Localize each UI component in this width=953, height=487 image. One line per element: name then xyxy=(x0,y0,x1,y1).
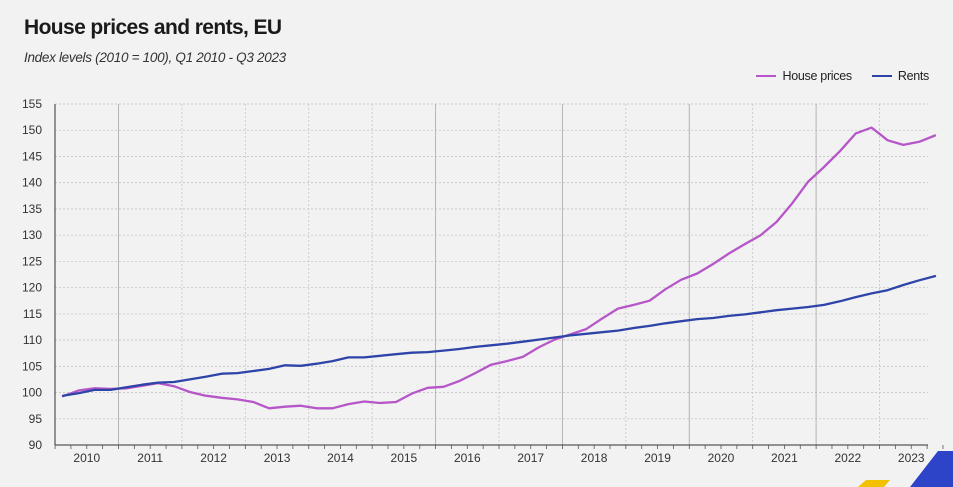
x-tick-label: 2011 xyxy=(137,451,163,465)
y-tick-label: 90 xyxy=(29,438,43,452)
y-tick-label: 120 xyxy=(22,281,42,295)
x-tick-label: 2021 xyxy=(771,451,798,465)
legend-item-rents[interactable]: Rents xyxy=(871,69,929,83)
y-tick-label: 95 xyxy=(29,412,43,426)
x-tick-label: 2014 xyxy=(327,451,354,465)
x-tick-label: 2017 xyxy=(517,451,544,465)
x-tick-label: 2018 xyxy=(581,451,608,465)
y-tick-label: 140 xyxy=(22,176,42,190)
chart-title: House prices and rents, EU xyxy=(24,16,282,39)
series-line-house-prices xyxy=(61,126,937,410)
x-tick-label: 2015 xyxy=(391,451,418,465)
y-tick-label: 130 xyxy=(22,228,42,242)
y-tick-label: 150 xyxy=(22,123,42,137)
y-tick-label: 155 xyxy=(22,97,42,111)
x-tick-label: 2020 xyxy=(708,451,735,465)
legend-item-house-prices[interactable]: House prices xyxy=(756,69,852,83)
y-tick-label: 110 xyxy=(23,333,42,347)
x-tick-label: 2023 xyxy=(898,451,925,465)
legend-swatch-rents xyxy=(871,74,892,78)
series-line-rents xyxy=(61,274,937,397)
x-tick-label: 2019 xyxy=(644,451,671,465)
chart-subtitle: Index levels (2010 = 100), Q1 2010 - Q3 … xyxy=(24,50,286,65)
y-tick-label: 100 xyxy=(22,386,42,400)
legend: House prices Rents xyxy=(736,69,929,83)
x-tick-label: 2016 xyxy=(454,451,481,465)
x-tick-label: 2010 xyxy=(73,451,100,465)
x-tick-label: 2022 xyxy=(834,451,861,465)
legend-swatch-house-prices xyxy=(756,74,777,78)
y-tick-label: 145 xyxy=(22,149,42,163)
legend-label-rents: Rents xyxy=(897,69,929,83)
y-tick-label: 115 xyxy=(23,307,42,321)
y-tick-label: 135 xyxy=(22,202,42,216)
x-tick-label: 2013 xyxy=(264,451,291,465)
x-tick-label: 2012 xyxy=(200,451,227,465)
legend-label-house-prices: House prices xyxy=(782,69,852,83)
y-tick-label: 105 xyxy=(22,359,42,373)
y-tick-label: 125 xyxy=(22,254,42,268)
